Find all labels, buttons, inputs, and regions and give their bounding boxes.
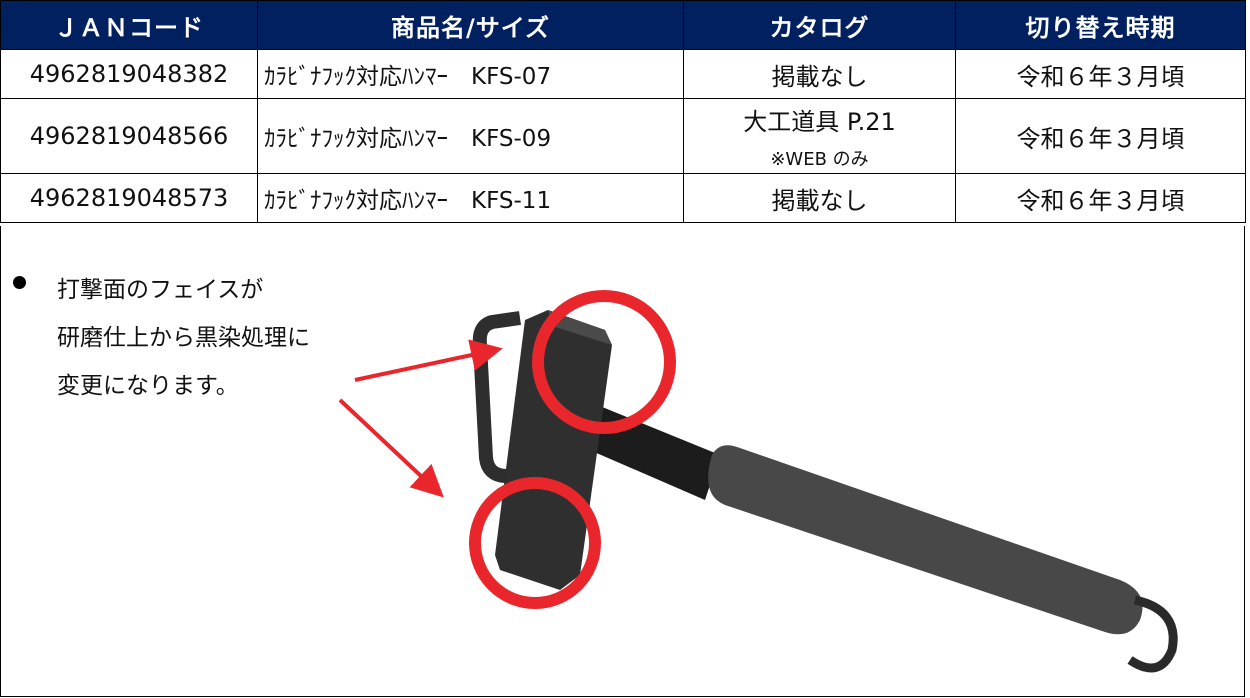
- product-table: ＪＡＮコード 商品名/サイズ カタログ 切り替え時期 4962819048382…: [0, 0, 1246, 223]
- jan-code: 4962819048566: [0, 98, 258, 174]
- arrow: [338, 398, 444, 498]
- note-box: 打撃面のフェイスが 研磨仕上から黒染処理に 変更になります。: [0, 226, 1245, 697]
- hammer-grip: [708, 445, 1143, 635]
- hammer-end-ring: [1127, 595, 1178, 673]
- product-name: ｶﾗﾋﾞﾅﾌｯｸ対応ﾊﾝﾏｰ KFS-11: [257, 173, 684, 223]
- hammer-head: [495, 310, 612, 590]
- highlight-circle: [469, 477, 601, 609]
- note-line: 変更になります。: [57, 373, 239, 399]
- highlight-circle: [532, 290, 676, 434]
- switch-period: 令和６年３月頃: [955, 98, 1246, 174]
- catalog: 大工道具 P.21 ※WEB のみ: [683, 98, 956, 174]
- switch-period: 令和６年３月頃: [955, 173, 1246, 223]
- note-text: 打撃面のフェイスが 研磨仕上から黒染処理に 変更になります。: [19, 266, 310, 410]
- hammer-face: [548, 310, 612, 345]
- header-cell: 商品名/サイズ: [257, 0, 684, 50]
- hammer-loop: [472, 311, 541, 483]
- arrow: [354, 339, 503, 382]
- jan-code: 4962819048382: [0, 49, 258, 99]
- row: 4962819048382 ｶﾗﾋﾞﾅﾌｯｸ対応ﾊﾝﾏｰ KFS-07 掲載なし…: [0, 49, 1246, 99]
- catalog-note: ※WEB のみ: [770, 148, 869, 170]
- header-row: ＪＡＮコード 商品名/サイズ カタログ 切り替え時期: [0, 0, 1246, 50]
- catalog: 掲載なし: [683, 173, 956, 223]
- row: 4962819048573 ｶﾗﾋﾞﾅﾌｯｸ対応ﾊﾝﾏｰ KFS-11 掲載なし…: [0, 173, 1246, 223]
- jan-code: 4962819048573: [0, 173, 258, 223]
- product-name: ｶﾗﾋﾞﾅﾌｯｸ対応ﾊﾝﾏｰ KFS-09: [257, 98, 684, 174]
- catalog-page: 大工道具 P.21: [743, 107, 896, 136]
- note-line: 打撃面のフェイスが: [57, 277, 264, 303]
- row: 4962819048566 ｶﾗﾋﾞﾅﾌｯｸ対応ﾊﾝﾏｰ KFS-09 大工道具…: [0, 98, 1246, 174]
- bullet: [13, 276, 26, 289]
- note-line: 研磨仕上から黒染処理に: [57, 325, 310, 351]
- catalog: 掲載なし: [683, 49, 956, 99]
- header-cell: 切り替え時期: [955, 0, 1246, 50]
- header-cell: ＪＡＮコード: [0, 0, 258, 50]
